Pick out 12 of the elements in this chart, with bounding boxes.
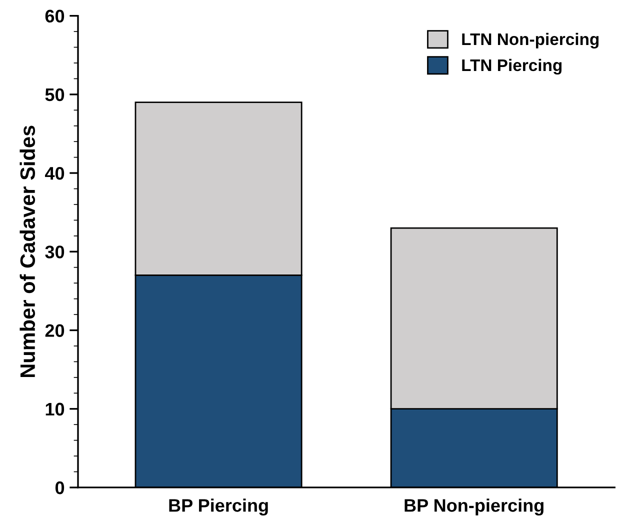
y-tick-label: 10 — [46, 402, 64, 416]
y-tick-label: 60 — [45, 10, 64, 23]
legend-label: LTN Non-piercing — [462, 32, 599, 49]
y-axis-title: Number of Cadaver Sides — [20, 126, 36, 378]
y-tick-label: 0 — [55, 481, 64, 494]
y-tick-label: 50 — [45, 88, 64, 102]
y-tick-label: 40 — [45, 166, 64, 180]
x-tick-label: BP Non-piercing — [404, 498, 544, 516]
y-tick-label: 20 — [45, 324, 64, 337]
x-tick-label: BP Piercing — [169, 498, 268, 516]
legend-label: LTN Piercing — [462, 58, 562, 75]
y-tick-label: 30 — [45, 246, 64, 258]
